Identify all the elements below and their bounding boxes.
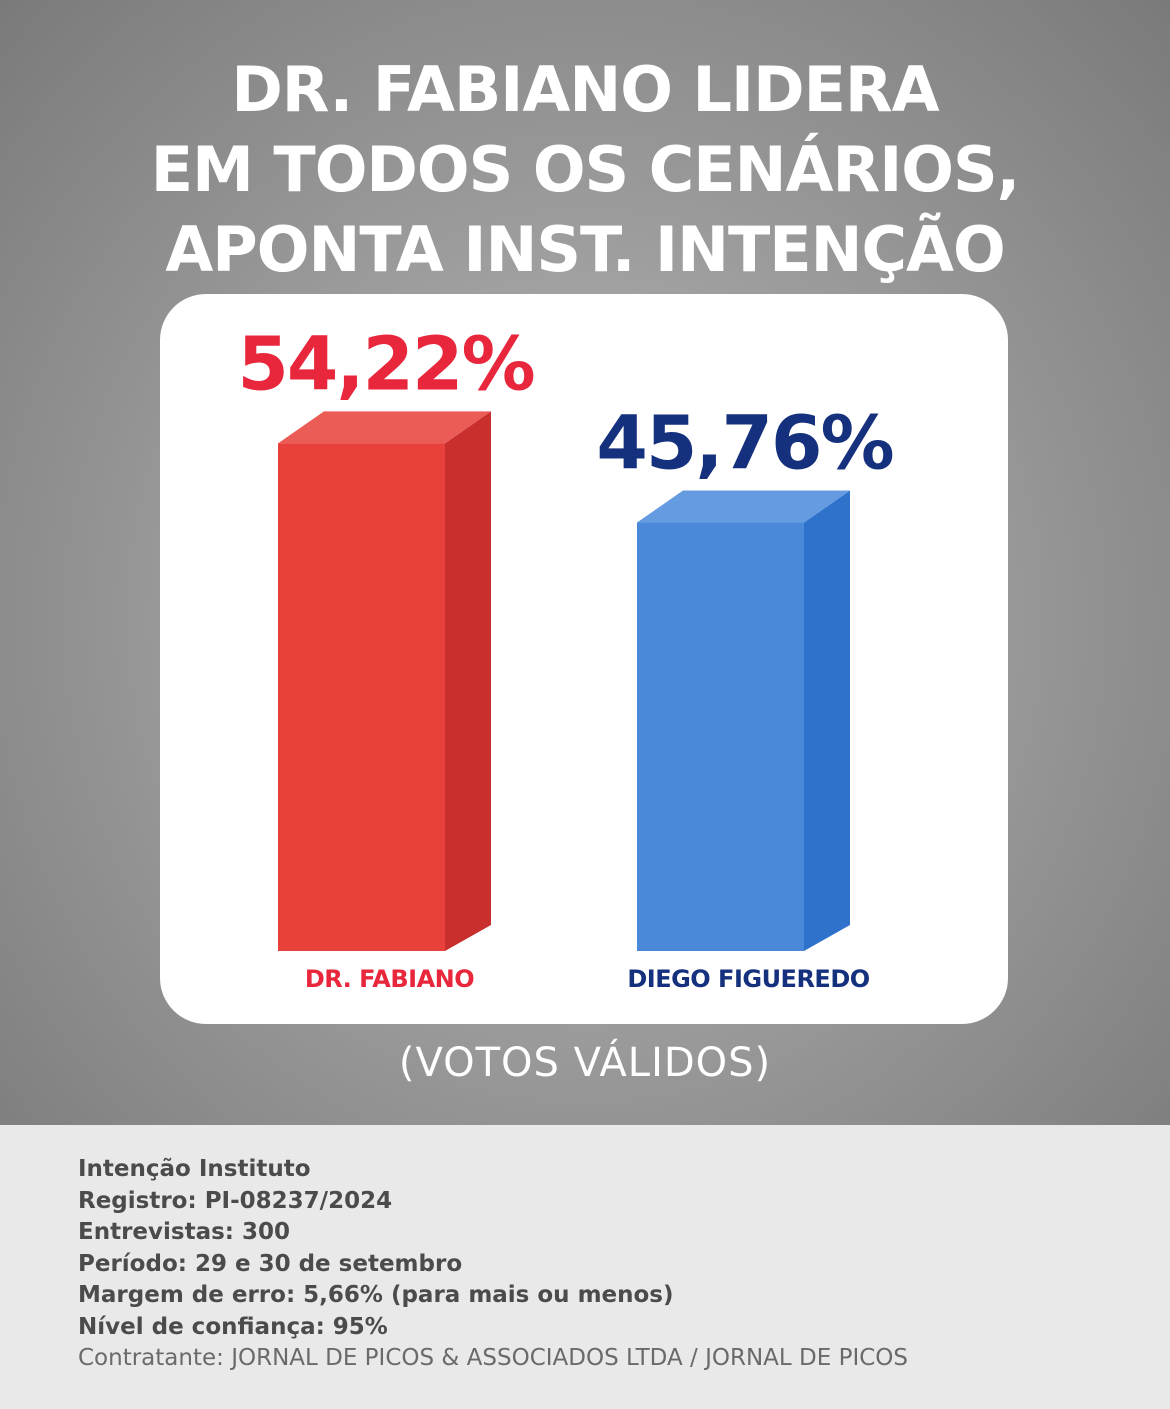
- bar-side-dr-fabiano: [445, 411, 491, 951]
- headline: DR. FABIANO LIDERA EM TODOS OS CENÁRIOS,…: [0, 50, 1170, 290]
- category-label-dr-fabiano: DR. FABIANO: [305, 965, 474, 993]
- periodo-text: Período: 29 e 30 de setembro: [78, 1250, 463, 1277]
- headline-line-2: EM TODOS OS CENÁRIOS,: [150, 133, 1020, 206]
- margem-text: Margem de erro: 5,66% (para mais ou meno…: [78, 1282, 674, 1308]
- bar-chart: 54,22% DR. FABIANO 45,76% DIEGO FIGUEREDO: [237, 321, 894, 993]
- bar-top-diego-figueredo: [637, 490, 850, 523]
- footer-panel: [0, 1125, 1170, 1409]
- category-label-diego-figueredo: DIEGO FIGUEREDO: [627, 965, 869, 993]
- votes-type-label: (VOTOS VÁLIDOS): [398, 1040, 772, 1086]
- bar-side-diego-figueredo: [804, 490, 850, 951]
- chart-card: 54,22% DR. FABIANO 45,76% DIEGO FIGUEREDO: [160, 294, 1008, 1024]
- registro-text: Registro: PI-08237/2024: [78, 1187, 393, 1214]
- bar-dr-fabiano: [278, 443, 445, 951]
- confianca-text: Nível de confiança: 95%: [78, 1313, 388, 1340]
- bar-top-dr-fabiano: [278, 411, 491, 444]
- headline-line-3: APONTA INST. INTENÇÃO: [165, 213, 1005, 286]
- entrevistas-text: Entrevistas: 300: [78, 1219, 291, 1245]
- institute-name: Intenção Instituto: [78, 1156, 311, 1182]
- bar-diego-figueredo: [637, 522, 804, 951]
- value-label-diego-figueredo: 45,76%: [596, 401, 892, 487]
- survey-details: Intenção Instituto Registro: PI-08237/20…: [78, 1154, 908, 1375]
- value-label-dr-fabiano: 54,22%: [237, 321, 533, 407]
- headline-line-1: DR. FABIANO LIDERA: [231, 53, 939, 126]
- contratante-text: Contratante: JORNAL DE PICOS & ASSOCIADO…: [78, 1345, 908, 1371]
